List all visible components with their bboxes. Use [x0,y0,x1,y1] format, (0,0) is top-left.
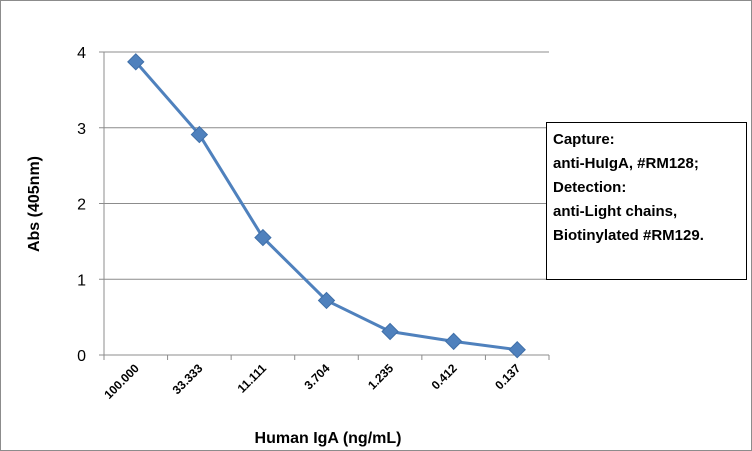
data-point-marker [381,322,399,341]
data-point-marker [317,291,336,310]
data-point-marker [190,125,209,144]
y-axis-title: Abs (405nm) [26,156,43,252]
annotation-box: Capture: anti-HuIgA, #RM128; Detection: … [546,122,747,280]
y-tick-label: 3 [77,121,86,138]
data-point-marker [508,340,526,359]
annotation-line: Detection: [553,179,627,196]
gridlines [104,51,549,280]
y-tick-label: 0 [77,348,86,365]
series-layer [127,53,526,359]
x-tick-label: 0.137 [492,361,523,392]
annotation-line: Capture: [553,131,615,148]
x-tick-label: 0.412 [429,361,460,392]
y-tick-label: 1 [77,272,86,289]
x-tick-label: 3.704 [301,361,332,392]
data-point-marker [127,53,145,71]
y-tick-label: 4 [77,45,86,62]
y-tick-label: 2 [77,197,86,214]
annotation-line: anti-Light chains, [553,203,678,220]
annotation-line: anti-HuIgA, #RM128; [553,155,699,172]
x-tick-label: 1.235 [365,361,396,392]
data-point-marker [254,228,272,247]
y-tick-labels: 0 1 2 3 4 [77,45,86,365]
data-point-marker [444,332,463,351]
axes [99,51,550,360]
x-tick-label: 11.111 [235,361,270,396]
x-tick-labels: 100.000 33.333 11.111 3.704 1.235 0.412 0.137 [101,361,523,402]
x-tick-label: 33.333 [170,361,206,397]
annotation-line: Biotinylated #RM129. [553,227,704,244]
x-tick-label: 100.000 [101,361,142,402]
x-axis-title: Human IgA (ng/mL) [255,430,402,447]
